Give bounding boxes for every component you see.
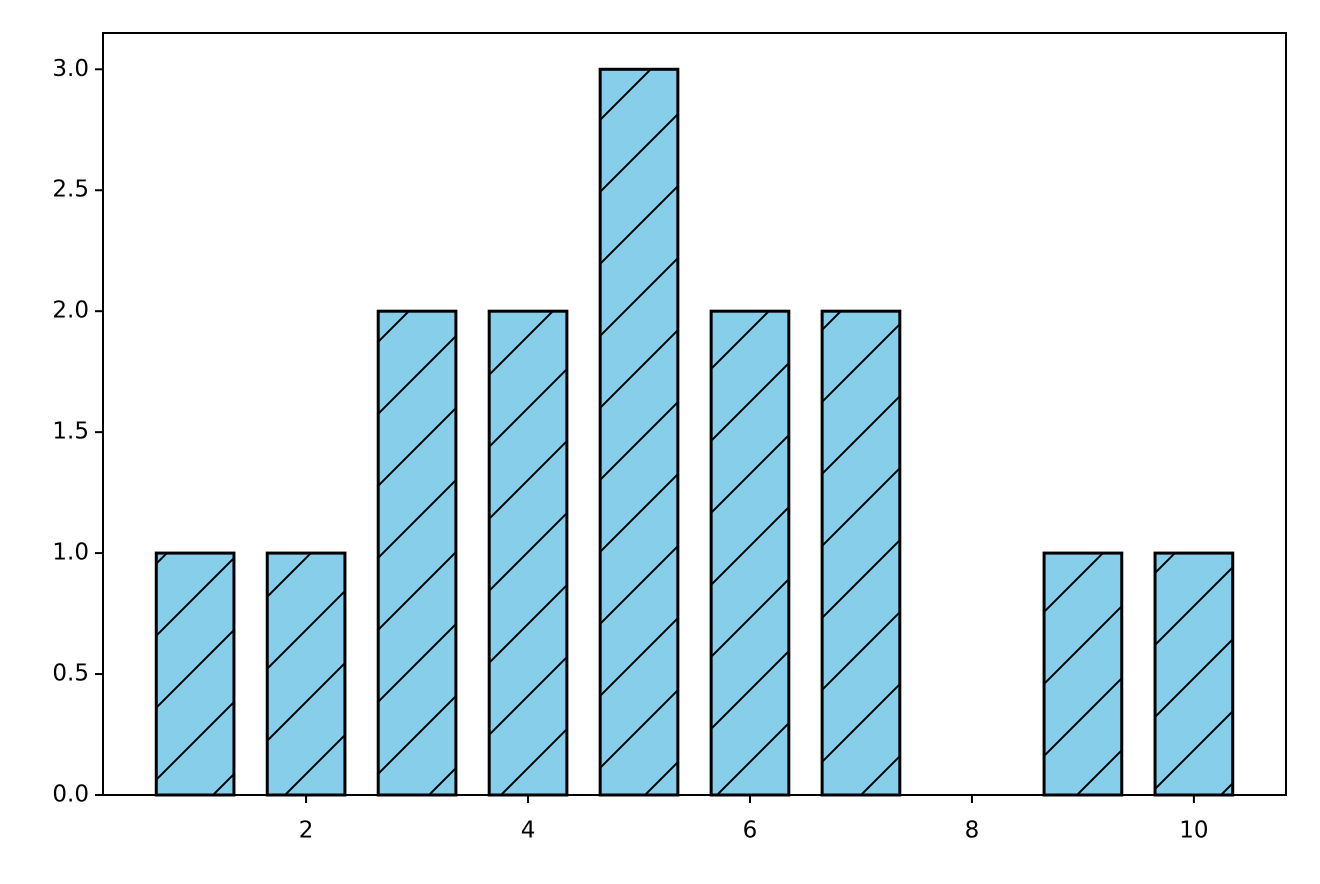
y-tick-label: 0.5 <box>52 661 89 687</box>
y-tick-label: 1.5 <box>52 419 89 445</box>
x-tick-label: 8 <box>965 818 980 844</box>
plot-frame <box>102 32 1287 796</box>
x-tick-label: 2 <box>299 818 314 844</box>
bar-hatch <box>1042 551 1124 797</box>
x-tick-label: 4 <box>521 818 536 844</box>
x-tick-label: 10 <box>1179 818 1208 844</box>
bar-hatch <box>1153 551 1235 797</box>
bar-hatch <box>376 309 458 797</box>
y-tick-label: 3.0 <box>52 56 89 82</box>
y-tick-label: 0.0 <box>52 782 89 808</box>
bar-hatch <box>265 551 347 797</box>
bar-hatch <box>487 309 569 797</box>
bar-hatch <box>709 309 791 797</box>
bar-hatch <box>598 67 680 797</box>
y-tick-label: 2.0 <box>52 298 89 324</box>
y-tick-label: 1.0 <box>52 540 89 566</box>
y-tick-label: 2.5 <box>52 177 89 203</box>
x-tick-label: 6 <box>743 818 758 844</box>
bar-hatch <box>154 551 236 797</box>
bar-hatch <box>820 309 902 797</box>
